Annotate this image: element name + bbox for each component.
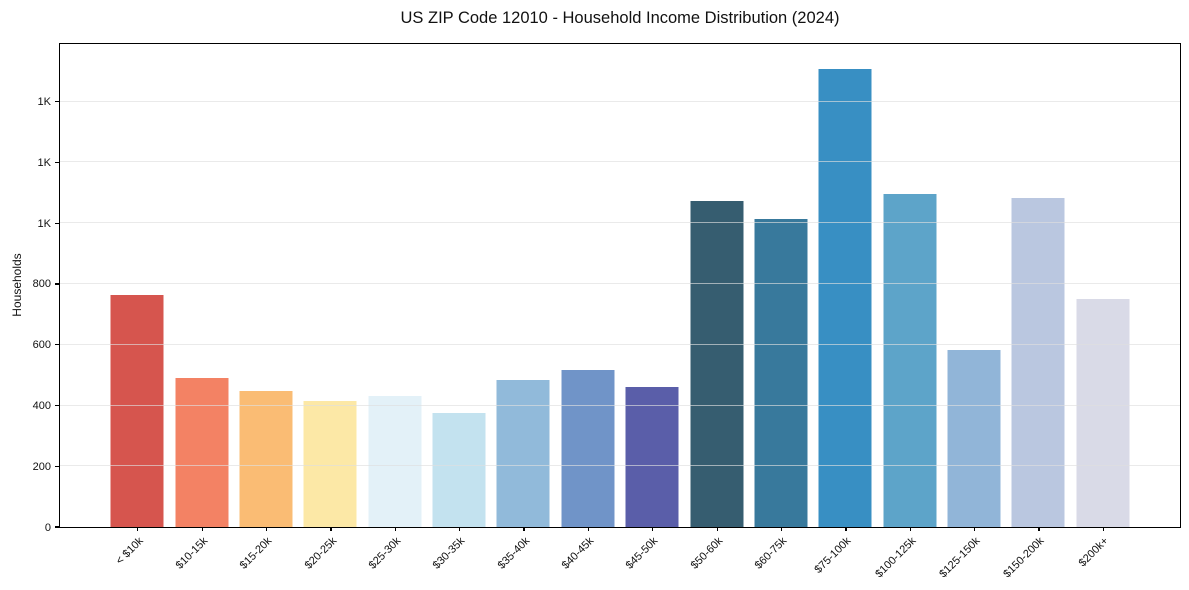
x-tick-mark	[459, 527, 461, 531]
y-tick-mark	[55, 404, 60, 407]
bar-slot-9: $45-50k	[620, 44, 684, 572]
bar-15-20k	[239, 390, 293, 527]
chart-title: US ZIP Code 12010 - Household Income Dis…	[400, 9, 840, 27]
bar-30-35k	[432, 412, 486, 527]
bar-slot-4: $20-25k	[298, 44, 362, 572]
bar-slot-1: < $10k	[105, 44, 169, 567]
x-tick-mark	[330, 527, 332, 531]
x-tick-label: $40-45k	[559, 535, 597, 572]
y-tick-label: 800	[32, 278, 51, 291]
x-tick-mark	[1102, 527, 1104, 531]
y-tick-label: 1K	[37, 217, 51, 230]
bar-slot-13: $100-125k	[873, 44, 942, 580]
bar-slot-12: $75-100k	[813, 44, 877, 576]
x-tick-mark	[780, 527, 783, 531]
bar-slot-15: $150-200k	[1002, 44, 1070, 580]
y-axis-label: Households	[10, 253, 24, 317]
x-tick-label: $200k+	[1077, 535, 1112, 570]
bar-200k	[1076, 298, 1130, 527]
x-tick-mark	[1038, 527, 1040, 531]
bar-slot-3: $15-20k	[234, 44, 298, 572]
bar-25-30k	[368, 395, 422, 527]
bar-60-75k	[754, 218, 808, 527]
y-tick-mark	[55, 465, 60, 467]
bar-slot-8: $40-45k	[556, 44, 620, 572]
bar-slot-10: $50-60k	[684, 44, 748, 572]
y-tick-mark	[55, 344, 60, 346]
x-tick-label: $20-25k	[302, 535, 339, 572]
x-tick-mark	[716, 527, 718, 531]
x-tick-mark	[587, 527, 589, 531]
x-tick-mark	[265, 527, 268, 531]
y-tick-label: 1K	[37, 156, 51, 169]
x-tick-mark	[974, 527, 976, 531]
bar-45-50k	[625, 386, 679, 527]
x-tick-mark	[909, 527, 911, 531]
y-tick-label: 0	[44, 521, 51, 534]
x-tick-label: $35-40k	[495, 535, 532, 572]
x-tick-mark	[845, 527, 847, 531]
x-tick-mark	[394, 527, 396, 531]
bar-40-45k	[561, 369, 615, 527]
bar-150-200k	[1011, 197, 1065, 527]
x-tick-mark	[652, 527, 654, 531]
bar-75-100k	[818, 68, 872, 527]
x-tick-label: $45-50k	[624, 535, 661, 572]
bar-slot-5: $25-30k	[363, 44, 427, 572]
x-tick-label: $75-100k	[812, 535, 854, 576]
bar-slot-7: $35-40k	[491, 44, 555, 572]
x-tick-label: $30-35k	[430, 535, 468, 572]
x-tick-label: $25-30k	[366, 535, 404, 572]
bar-10k	[110, 294, 164, 527]
y-tick-label: 1K	[37, 96, 51, 109]
bar-slot-11: $60-75k	[749, 44, 813, 572]
bar-slot-2: $10-15k	[169, 44, 233, 572]
x-tick-label: $125-150k	[937, 535, 983, 581]
x-tick-label: $150-200k	[1001, 535, 1047, 581]
bar-50-60k	[690, 201, 744, 527]
bar-125-150k	[947, 349, 1001, 527]
y-tick-mark	[55, 101, 60, 103]
y-tick-label: 600	[32, 339, 51, 352]
y-tick-mark	[55, 283, 60, 285]
x-tick-label: $15-20k	[237, 535, 275, 572]
bar-slot-14: $125-150k	[937, 44, 1006, 580]
x-tick-label: $60-75k	[752, 535, 790, 572]
plot-area: < $10k $10-15k $15-20k $20-25k $25-30k $30-35…	[33, 43, 1181, 580]
y-tick-label: 200	[32, 460, 51, 473]
x-tick-label: < $10k	[113, 535, 146, 568]
x-tick-label: $50-60k	[688, 535, 726, 572]
bar-20-25k	[303, 400, 357, 527]
x-tick-mark	[523, 527, 525, 531]
bar-100-125k	[883, 194, 937, 527]
bars-layer: < $10k $10-15k $15-20k $20-25k $25-30k $30-35…	[60, 44, 1180, 580]
x-tick-label: $10-15k	[173, 535, 211, 572]
y-tick-mark	[55, 161, 60, 164]
y-tick-label: 400	[32, 400, 51, 412]
bar-10-15k	[175, 378, 229, 527]
y-tick-mark	[55, 526, 60, 528]
bar-35-40k	[496, 379, 550, 527]
y-tick-mark	[55, 222, 60, 224]
x-tick-mark	[201, 527, 203, 531]
x-tick-label: $100-125k	[872, 535, 919, 581]
bar-slot-16: $200k+	[1071, 44, 1135, 569]
x-tick-mark	[137, 527, 139, 531]
bar-slot-6: $30-35k	[427, 44, 491, 572]
